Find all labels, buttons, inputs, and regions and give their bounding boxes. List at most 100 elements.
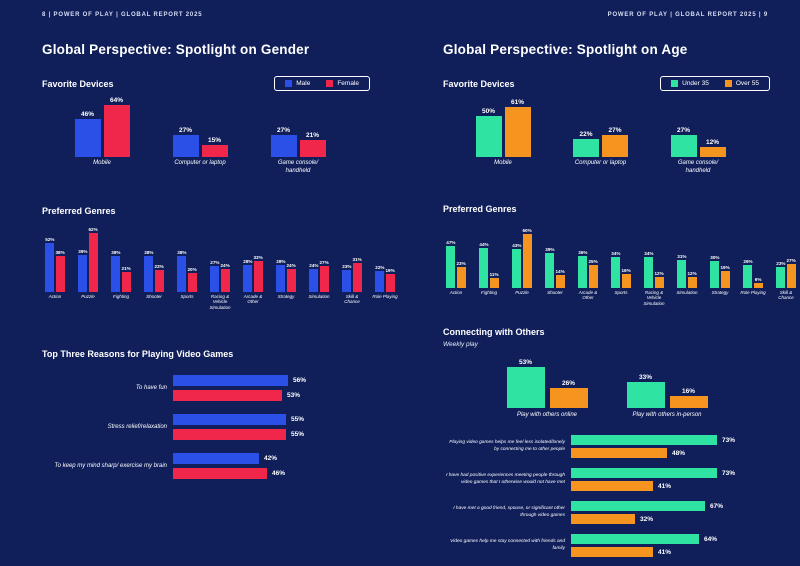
bar — [677, 259, 687, 288]
value-label: 12% — [705, 139, 719, 146]
bar — [489, 277, 499, 288]
bar-group: 23% 31% Skill & Chance — [339, 224, 365, 306]
category-label: Racing & Vehicle Simulation — [209, 293, 231, 311]
value-label: 27% — [276, 127, 290, 134]
value-label: 24% — [309, 262, 319, 268]
bar-male: 27% — [270, 95, 297, 157]
bar — [173, 414, 286, 426]
bar — [121, 271, 131, 292]
legend-label: Over 55 — [735, 80, 759, 87]
bar — [504, 107, 531, 157]
bar-under-35: 22% — [573, 95, 599, 157]
bar-female: 38% — [56, 224, 65, 292]
page-title-gender: Global Perspective: Spotlight on Gender — [42, 42, 310, 57]
value-label: 14% — [555, 268, 565, 274]
category-label: To keep my mind sharp/ exercise my brain — [54, 463, 168, 470]
bar-over-55: 23% — [457, 222, 466, 288]
value-label: 23% — [776, 260, 786, 266]
bar — [375, 270, 385, 292]
value-label: 28% — [276, 258, 286, 264]
bar — [571, 448, 667, 459]
category-label: Fighting — [112, 293, 129, 299]
bar — [78, 254, 88, 292]
gender-genres-chart: 52% 38% Action 39% 62% Puzzle 38% 21% Fighting 38… — [42, 224, 397, 312]
value-label: 24% — [220, 262, 230, 268]
bar-male: 28% — [243, 224, 253, 292]
bar-male: 23% — [342, 224, 352, 292]
bar-under-35: 47% — [446, 222, 456, 288]
bar-over-55: 61% — [504, 95, 531, 157]
bar — [154, 269, 164, 292]
bar-group: 27% 12% Game console/ handheld — [668, 95, 728, 176]
bar — [687, 276, 697, 288]
bar-group: 34% 12% Racing & Vehicle Simulation — [641, 222, 667, 308]
bar — [299, 140, 326, 157]
page-header-right: POWER OF PLAY | GLOBAL REPORT 2025 | 9 — [607, 12, 768, 18]
bar-pair: 28% 24% — [276, 224, 296, 292]
value-label: 41% — [658, 482, 672, 490]
value-label: 60% — [522, 227, 532, 233]
value-label: 16% — [621, 267, 631, 273]
bar — [201, 145, 228, 157]
value-label: 23% — [154, 263, 164, 269]
category-label: Stress relief/relaxation — [107, 424, 167, 431]
value-label: 19% — [720, 264, 730, 270]
bar-pair: 22% 19% — [375, 224, 395, 292]
bar-pair: 22% 27% — [573, 95, 628, 157]
bar-line: 56% — [173, 375, 306, 387]
bar-pair: 28% 33% — [243, 224, 263, 292]
bar — [177, 255, 187, 292]
bar-group: 38% 21% Fighting — [108, 224, 134, 300]
bar-over-55: 12% — [699, 95, 726, 157]
bar-pair: 34% 12% — [644, 222, 664, 288]
bar — [456, 266, 466, 288]
value-label: 42% — [264, 455, 278, 463]
bar-under-35: 44% — [479, 222, 489, 288]
value-label: 28% — [243, 258, 253, 264]
value-label: 22% — [579, 131, 593, 138]
value-label: 6% — [754, 276, 762, 282]
bar — [753, 282, 763, 288]
bar — [475, 116, 502, 157]
bar-male: 24% — [309, 224, 319, 292]
value-label: 27% — [178, 127, 192, 134]
bar — [571, 534, 699, 545]
bar — [103, 105, 130, 157]
age-genres-chart: 47% 23% Action 44% 11% Fighting 43% 60% Puzzle 39… — [443, 222, 795, 308]
bar — [588, 264, 598, 288]
bar-under-35: 23% — [776, 222, 786, 288]
bar — [512, 248, 522, 288]
bar-group: 23% 27% Skill & Chance — [773, 222, 799, 302]
bar-under-35: 33% — [626, 356, 665, 409]
value-label: 20% — [187, 266, 197, 272]
value-label: 38% — [55, 249, 65, 255]
report-page-gender: 8 | POWER OF PLAY | GLOBAL REPORT 2025 G… — [42, 12, 398, 481]
bar-stack: 56% 53% — [173, 373, 306, 403]
value-label: 34% — [611, 250, 621, 256]
bar-group: 30% 19% Strategy — [707, 222, 733, 296]
category-label: Sports — [614, 289, 628, 295]
value-label: 27% — [319, 259, 329, 265]
report-page-age: POWER OF PLAY | GLOBAL REPORT 2025 | 9 G… — [400, 0, 800, 566]
page-header-left: 8 | POWER OF PLAY | GLOBAL REPORT 2025 — [42, 12, 203, 18]
category-label: Simulation — [676, 289, 698, 295]
bar-over-55: 26% — [549, 356, 588, 409]
bar-female: 23% — [155, 224, 164, 292]
value-label: 33% — [638, 374, 652, 382]
bar-stack: 42% 46% — [173, 451, 285, 481]
value-label: 11% — [489, 271, 499, 277]
bar-female: 24% — [221, 224, 230, 292]
bar-male: 22% — [375, 224, 385, 292]
bar — [506, 367, 545, 409]
category-label: Puzzle — [81, 293, 95, 299]
value-label: 46% — [80, 111, 94, 118]
bar — [446, 245, 456, 288]
bar-pair: 38% 21% — [111, 224, 131, 292]
bar-over-55: 12% — [655, 222, 664, 288]
value-label: 50% — [481, 108, 495, 115]
category-label: Play with others online — [516, 412, 578, 419]
value-label: 26% — [561, 380, 575, 388]
devices-heading: Favorite Devices — [42, 79, 114, 89]
bar-pair: 36% 25% — [578, 222, 598, 288]
value-label: 19% — [385, 267, 395, 273]
